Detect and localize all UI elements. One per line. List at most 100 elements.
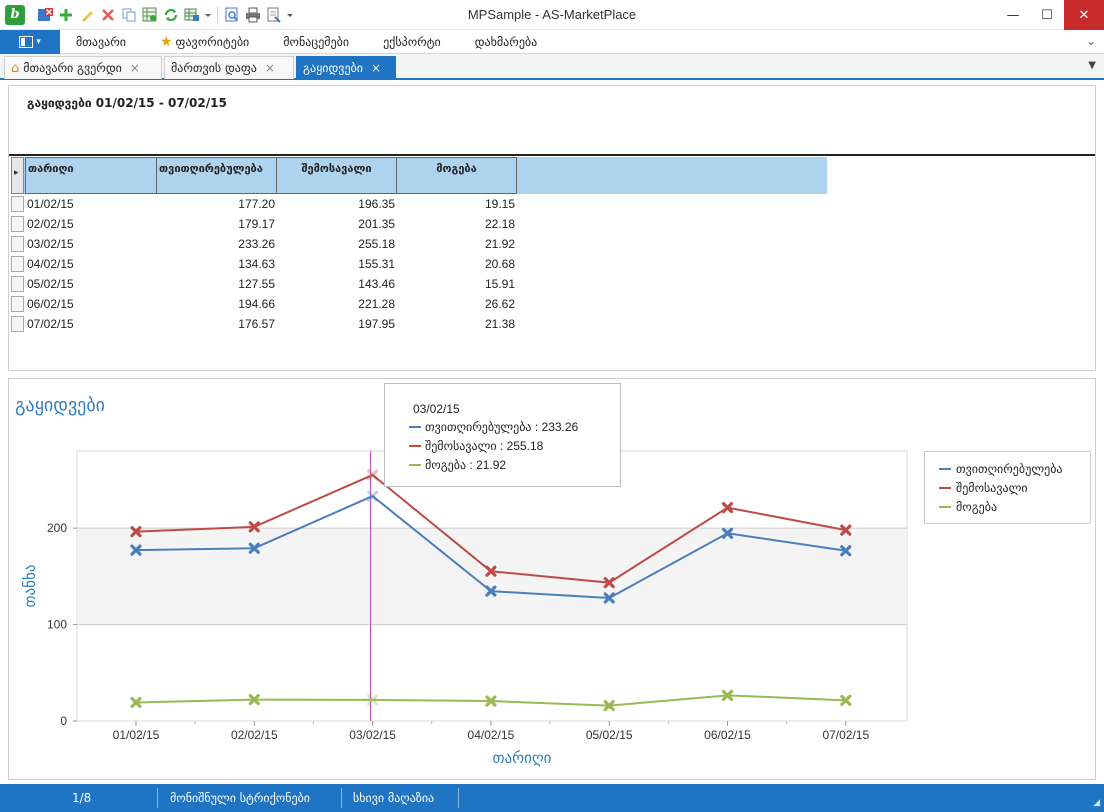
export-icon[interactable] [183, 6, 201, 24]
close-icon[interactable]: ✕ [1064, 0, 1104, 30]
data-point[interactable] [603, 592, 615, 604]
legend-swatch [939, 506, 951, 508]
copy-icon[interactable] [120, 6, 138, 24]
dropdown-arrow-icon[interactable] [204, 6, 212, 24]
grid-divider [9, 154, 1095, 156]
header-row-indicator[interactable] [11, 157, 24, 194]
star-icon: ★ [159, 34, 173, 50]
table-row[interactable]: 05/02/15 127.55 143.46 15.91 [11, 275, 531, 295]
data-point[interactable] [130, 544, 142, 556]
menu-item-favorites[interactable]: ★ ფავორიტები [159, 34, 250, 50]
edit-icon[interactable] [78, 6, 96, 24]
data-point[interactable] [248, 542, 260, 554]
close-doc-icon[interactable] [36, 6, 54, 24]
resize-grip-icon[interactable]: ◢ [1093, 798, 1100, 808]
data-point[interactable] [485, 565, 497, 577]
row-indicator[interactable] [11, 296, 24, 312]
table-cell: 255.18 [358, 237, 395, 251]
table-row[interactable]: 03/02/15 233.26 255.18 21.92 [11, 235, 531, 255]
data-point[interactable] [485, 585, 497, 597]
app-logo-icon[interactable]: b [5, 5, 25, 25]
data-point[interactable] [367, 490, 379, 502]
x-tick-label: 06/02/15 [704, 728, 751, 742]
table-row[interactable]: 07/02/15 176.57 197.95 21.38 [11, 315, 531, 335]
data-point[interactable] [367, 469, 379, 481]
tab-home[interactable]: ⌂ მთავარი გვერდი × [4, 56, 162, 79]
table-row[interactable]: 02/02/15 179.17 201.35 22.18 [11, 215, 531, 235]
data-point[interactable] [840, 524, 852, 536]
column-header-date[interactable]: თარიღი [25, 157, 157, 194]
legend-item-revenue[interactable]: შემოსავალი [939, 481, 1028, 495]
preview-icon[interactable] [223, 6, 241, 24]
table-row[interactable]: 01/02/15 177.20 196.35 19.15 [11, 195, 531, 215]
table-cell: 22.18 [484, 217, 515, 231]
tooltip-date: 03/02/15 [413, 402, 460, 416]
y-axis-title: თანხა [21, 565, 39, 608]
row-indicator[interactable] [11, 196, 24, 212]
tab-close-icon[interactable]: × [264, 61, 275, 75]
data-point[interactable] [721, 502, 734, 514]
refresh-icon[interactable] [162, 6, 180, 24]
data-point[interactable] [248, 694, 260, 706]
data-point[interactable] [485, 695, 497, 707]
report-title: გაყიდვები 01/02/15 - 07/02/15 [27, 96, 227, 110]
tab-close-icon[interactable]: × [129, 61, 140, 75]
data-point[interactable] [130, 696, 142, 709]
tab-close-icon[interactable]: × [370, 61, 382, 75]
tab-dashboard[interactable]: მართვის დაფა × [164, 56, 294, 79]
data-point[interactable] [840, 545, 852, 557]
print-preview-icon[interactable] [265, 6, 283, 24]
dropdown-arrow-icon[interactable] [286, 6, 294, 24]
data-point[interactable] [721, 689, 734, 701]
column-header-profit[interactable]: მოგება [396, 157, 517, 194]
line-chart[interactable]: 0 100 200 01/02/15 02/02/15 03/02/15 04/02/15 0… [9, 379, 1095, 779]
tooltip-row-revenue: შემოსავალი : 255.18 [409, 439, 543, 453]
x-tick-label: 01/02/15 [113, 728, 160, 742]
window-controls: — ☐ ✕ [996, 0, 1104, 30]
menu-item-main[interactable]: მთავარი [76, 35, 126, 49]
quick-access-toolbar [36, 4, 294, 26]
delete-icon[interactable] [99, 6, 117, 24]
minimize-icon[interactable]: — [1006, 7, 1020, 23]
row-indicator[interactable] [11, 316, 24, 332]
legend-item-cost[interactable]: თვითღირებულება [939, 462, 1063, 476]
print-icon[interactable] [244, 6, 262, 24]
data-point[interactable] [603, 700, 615, 712]
table-cell: 196.35 [358, 197, 395, 211]
data-point[interactable] [603, 577, 615, 589]
row-indicator[interactable] [11, 256, 24, 272]
toolbar-separator [217, 7, 218, 23]
maximize-icon[interactable]: ☐ [1041, 7, 1053, 23]
legend-item-profit[interactable]: მოგება [939, 500, 997, 514]
grid-refresh-icon[interactable] [141, 6, 159, 24]
menu-item-data[interactable]: მონაცემები [283, 35, 350, 49]
column-header-revenue[interactable]: შემოსავალი [276, 157, 397, 194]
tab-sales[interactable]: გაყიდვები × [296, 56, 396, 79]
row-indicator[interactable] [11, 236, 24, 252]
grid-header: თარიღი თვითღირებულება შემოსავალი მოგება [11, 157, 827, 194]
tab-list-dropdown-icon[interactable]: ▼ [1088, 60, 1096, 71]
menu-toggle-button[interactable]: ▾ [0, 30, 60, 54]
data-point[interactable] [367, 694, 379, 706]
table-row[interactable]: 06/02/15 194.66 221.28 26.62 [11, 295, 531, 315]
table-row[interactable]: 04/02/15 134.63 155.31 20.68 [11, 255, 531, 275]
data-point[interactable] [721, 527, 734, 539]
home-icon: ⌂ [11, 60, 20, 76]
status-store-name: სხივი მაღაზია [353, 791, 435, 805]
chart-legend: თვითღირებულება შემოსავალი მოგება [924, 451, 1091, 524]
data-point[interactable] [840, 694, 852, 706]
status-divider [458, 788, 459, 808]
row-indicator[interactable] [11, 216, 24, 232]
add-icon[interactable] [57, 6, 75, 24]
ribbon-collapse-icon[interactable]: ⌄ [1085, 34, 1096, 48]
menu-item-help[interactable]: დახმარება [474, 35, 538, 49]
table-cell: 06/02/15 [27, 297, 74, 311]
x-tick-label: 02/02/15 [231, 728, 278, 742]
data-point[interactable] [130, 526, 142, 538]
data-point[interactable] [248, 521, 260, 533]
row-indicator[interactable] [11, 276, 24, 292]
x-tick-label: 05/02/15 [586, 728, 633, 742]
column-header-cost[interactable]: თვითღირებულება [156, 157, 277, 194]
menu-item-export[interactable]: ექსპორტი [383, 35, 441, 49]
table-cell: 179.17 [238, 217, 275, 231]
